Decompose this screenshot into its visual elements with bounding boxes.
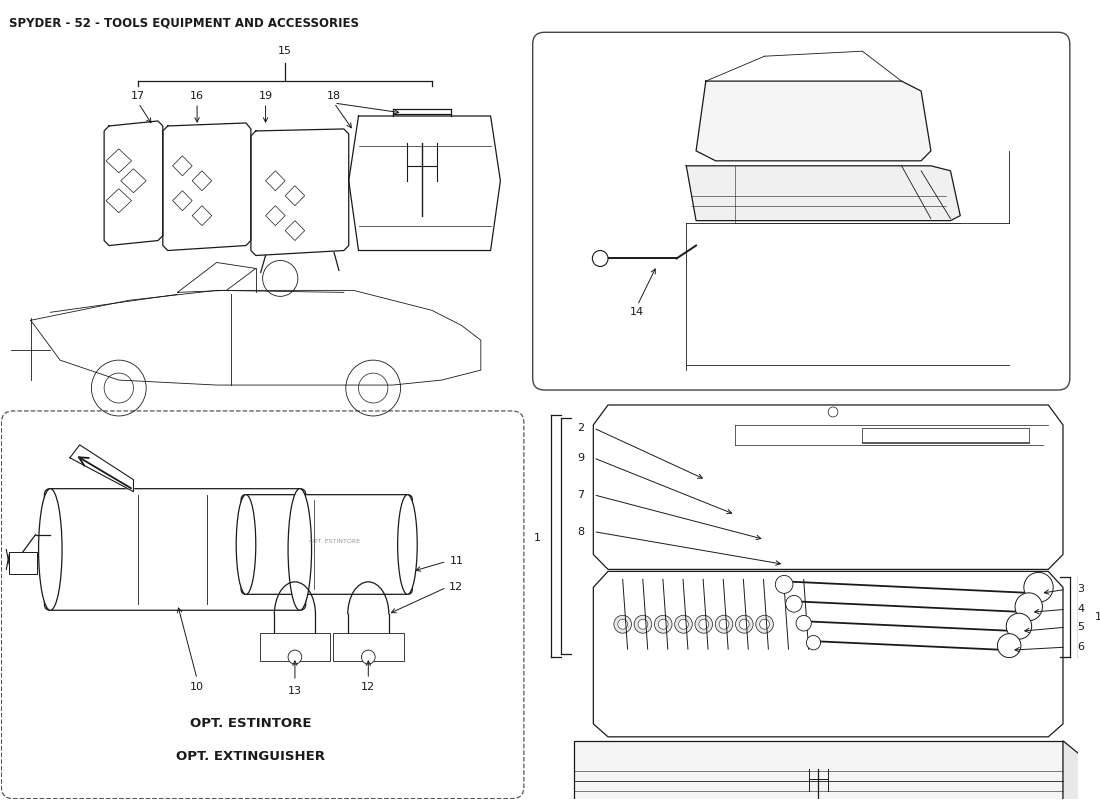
Polygon shape <box>163 123 251 250</box>
Polygon shape <box>593 571 1063 737</box>
Circle shape <box>719 619 729 630</box>
Circle shape <box>654 615 672 633</box>
Circle shape <box>1015 593 1043 621</box>
Ellipse shape <box>236 494 256 594</box>
Bar <box>862 428 1028 443</box>
Polygon shape <box>31 290 481 385</box>
Circle shape <box>658 619 668 630</box>
Ellipse shape <box>39 489 62 610</box>
Circle shape <box>1006 614 1032 639</box>
Circle shape <box>288 650 301 664</box>
Bar <box>333 633 404 661</box>
Polygon shape <box>593 405 1063 570</box>
Bar <box>260 633 330 661</box>
Text: 11: 11 <box>450 557 463 566</box>
Ellipse shape <box>288 489 311 610</box>
Text: eurospares: eurospares <box>195 177 297 194</box>
Circle shape <box>618 619 628 630</box>
Text: OPT. ESTINTORE: OPT. ESTINTORE <box>309 539 360 544</box>
FancyBboxPatch shape <box>532 32 1070 390</box>
Text: 5: 5 <box>1078 622 1085 632</box>
Text: 18: 18 <box>327 91 341 101</box>
Circle shape <box>679 619 689 630</box>
Polygon shape <box>104 121 163 246</box>
Text: 6: 6 <box>1078 642 1085 652</box>
Circle shape <box>635 615 652 633</box>
Circle shape <box>593 250 608 266</box>
Text: eurospares: eurospares <box>195 561 297 578</box>
Text: 10: 10 <box>190 682 205 692</box>
Text: 15: 15 <box>278 46 293 56</box>
Circle shape <box>998 634 1021 658</box>
Text: 12: 12 <box>361 682 375 692</box>
Bar <box>9 553 36 574</box>
Text: 12: 12 <box>449 582 463 592</box>
Text: 17: 17 <box>131 91 145 101</box>
Circle shape <box>739 619 749 630</box>
Text: 19: 19 <box>258 91 273 101</box>
Polygon shape <box>696 81 931 161</box>
Circle shape <box>796 615 812 631</box>
Text: 1: 1 <box>1096 612 1100 622</box>
Text: 2: 2 <box>578 423 584 433</box>
Circle shape <box>736 615 754 633</box>
Polygon shape <box>251 129 349 255</box>
Text: 14: 14 <box>630 307 645 318</box>
Circle shape <box>806 635 821 650</box>
FancyBboxPatch shape <box>241 494 412 594</box>
Text: eurospares: eurospares <box>772 606 874 623</box>
FancyBboxPatch shape <box>44 489 306 610</box>
Circle shape <box>760 619 770 630</box>
Circle shape <box>695 615 713 633</box>
Text: 4: 4 <box>1078 604 1085 614</box>
Text: eurospares: eurospares <box>752 237 855 254</box>
Text: 9: 9 <box>578 453 584 462</box>
Polygon shape <box>1063 741 1082 800</box>
Polygon shape <box>70 445 133 492</box>
Circle shape <box>715 615 733 633</box>
Polygon shape <box>349 116 500 250</box>
Text: 13: 13 <box>288 686 301 696</box>
Text: 8: 8 <box>578 526 584 537</box>
Circle shape <box>756 615 773 633</box>
Circle shape <box>785 595 802 612</box>
Circle shape <box>674 615 692 633</box>
Circle shape <box>828 407 838 417</box>
Polygon shape <box>574 741 1063 800</box>
Circle shape <box>362 650 375 664</box>
Text: 7: 7 <box>578 490 584 500</box>
Circle shape <box>776 575 793 594</box>
Polygon shape <box>686 166 960 221</box>
Text: OPT. EXTINGUISHER: OPT. EXTINGUISHER <box>176 750 326 763</box>
Circle shape <box>614 615 631 633</box>
Text: 1: 1 <box>535 533 541 542</box>
Text: 16: 16 <box>190 91 205 101</box>
Text: 3: 3 <box>1078 584 1085 594</box>
Circle shape <box>698 619 708 630</box>
Ellipse shape <box>398 494 417 594</box>
Circle shape <box>638 619 648 630</box>
Text: SPYDER - 52 - TOOLS EQUIPMENT AND ACCESSORIES: SPYDER - 52 - TOOLS EQUIPMENT AND ACCESS… <box>9 16 360 30</box>
FancyBboxPatch shape <box>1 411 524 798</box>
Circle shape <box>1024 572 1053 602</box>
Text: OPT. ESTINTORE: OPT. ESTINTORE <box>190 718 311 730</box>
